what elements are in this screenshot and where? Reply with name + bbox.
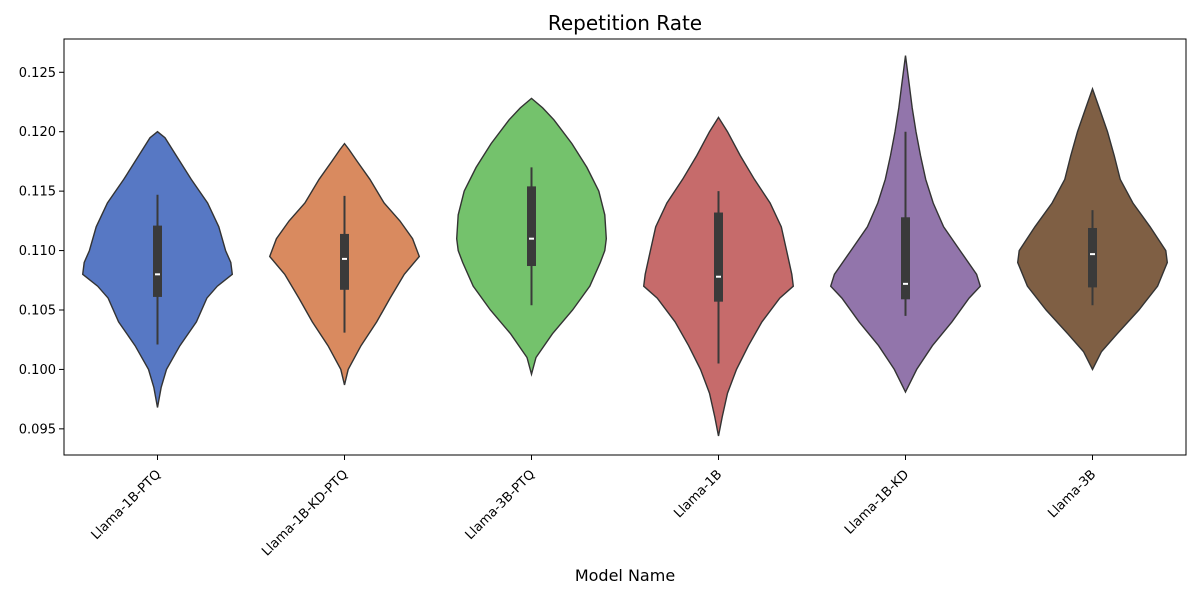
x-tick-label: Llama-1B-KD	[842, 467, 912, 537]
violin-iqr-box	[153, 225, 162, 297]
x-tick-label: Llama-1B	[671, 467, 725, 521]
x-tick-label: Llama-3B	[1045, 467, 1099, 521]
y-tick-label: 0.110	[19, 244, 56, 259]
violin-iqr-box	[340, 233, 349, 290]
x-axis: Llama-1B-PTQ Llama-1B-KD-PTQ Llama-3B-PTQ L…	[89, 455, 1099, 559]
y-tick-label: 0.100	[19, 363, 56, 378]
y-tick-label: 0.115	[19, 185, 56, 200]
y-tick-label: 0.125	[19, 66, 56, 81]
x-tick-label: Llama-3B-PTQ	[463, 467, 539, 543]
violin-iqr-box	[901, 217, 910, 300]
y-tick-label: 0.120	[19, 125, 56, 140]
x-tick-label: Llama-1B-PTQ	[89, 467, 165, 543]
y-tick-label: 0.105	[19, 303, 56, 318]
y-tick-label: 0.095	[19, 422, 56, 437]
y-axis: 0.095 0.100 0.105 0.110 0.115 0.120 0.125	[19, 66, 64, 437]
plot-frame	[63, 38, 1187, 456]
x-axis-label: Model Name	[575, 566, 675, 585]
violin-iqr-box	[714, 212, 723, 302]
violins-group	[81, 55, 1169, 437]
violin-iqr-box	[1088, 227, 1097, 288]
x-tick-label: Llama-1B-KD-PTQ	[259, 467, 351, 559]
chart-title: Repetition Rate	[548, 11, 702, 35]
violin-iqr-box	[527, 186, 536, 267]
